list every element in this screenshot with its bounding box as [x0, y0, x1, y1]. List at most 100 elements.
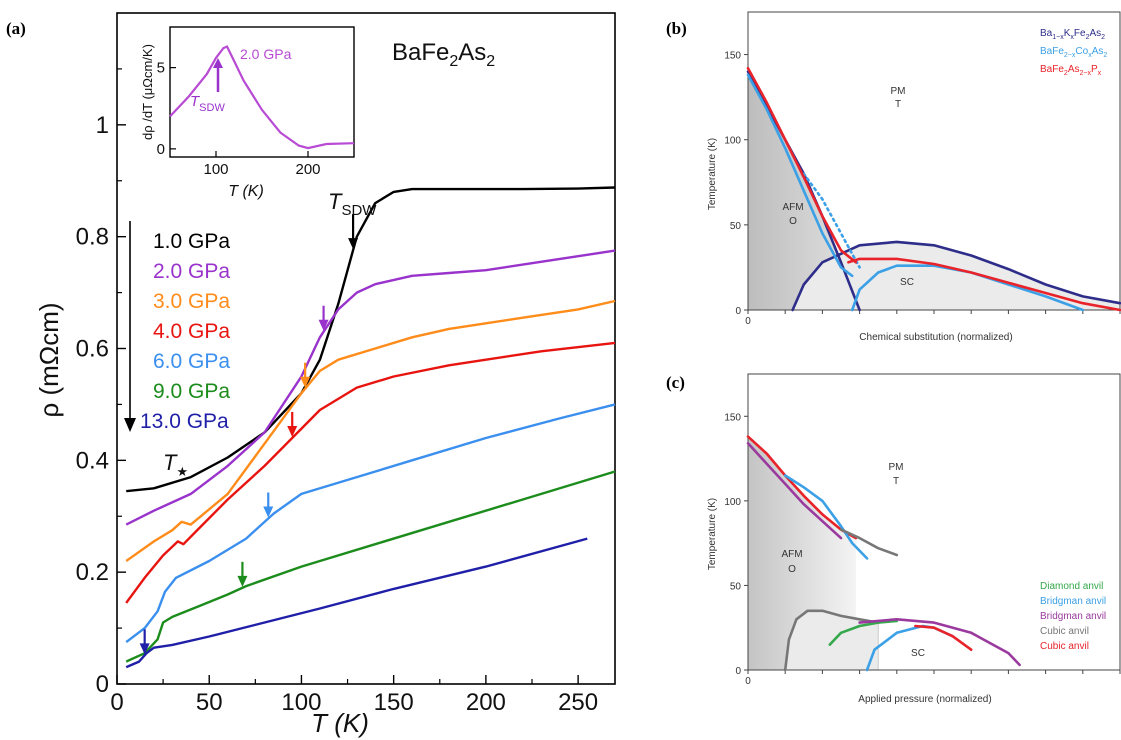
a-ytick-label: 0.6: [76, 336, 109, 363]
resistivity-curve-1-0-gpa: [126, 186, 616, 493]
transition-arrowhead-13-0-gpa: [139, 643, 150, 655]
inset-ytick-label: 5: [157, 60, 165, 77]
a-xtick-label: 250: [558, 689, 598, 716]
phase-line-ba-k-fe-as: [791, 240, 1121, 312]
a-xtick-label: 50: [196, 689, 223, 716]
panel-c: (c) 0 50 100 150 0 Temperature (K) Applied p…: [666, 373, 1121, 705]
panel-b-afm-label: AFM: [782, 202, 803, 213]
transition-arrowhead-3-0-gpa: [300, 376, 311, 388]
legend-diamond-anvil: Diamond anvil: [1040, 581, 1103, 592]
phase-xtick-label: 0: [745, 316, 751, 327]
phase-line-bafe-as-p: [847, 257, 1121, 312]
panel-c-axes: 0 50 100 150 0: [724, 412, 1121, 687]
phase-ytick-label: 0: [735, 306, 741, 317]
panel-b-afm-sub: O: [789, 216, 797, 227]
phase-line-diamond-anvil: [828, 619, 899, 646]
panel-a-series: [125, 186, 616, 669]
phase-line-bafe-as-p: [746, 66, 858, 264]
panel-b-legend: Ba1−xKxFe2As2 BaFe2−xCoxAs2 BaFe2As2−xPx: [1040, 28, 1107, 77]
panel-b-label: (b): [666, 19, 687, 38]
transition-arrowhead-9-0-gpa: [237, 575, 248, 587]
tstar-label: T★: [163, 450, 188, 479]
inset-xlabel: T (K): [228, 183, 264, 200]
panel-c-pm-sub: T: [893, 476, 899, 487]
panel-b-sc-label: SC: [900, 277, 914, 288]
inset-derivative-curve: [169, 45, 355, 150]
legend-bridgman-anvil: Bridgman anvil: [1040, 596, 1106, 607]
inset-tsdw-label: TSDW: [190, 93, 225, 114]
panel-b-ylabel: Temperature (K): [707, 138, 718, 210]
phase-line-bridgman-anvil: [746, 442, 843, 540]
legend-6-0-gpa: 6.0 GPa: [153, 350, 230, 373]
legend-1-0-gpa: 1.0 GPa: [153, 230, 230, 253]
inset-series: [169, 45, 355, 150]
legend-bridgman-anvil: Bridgman anvil: [1040, 611, 1106, 622]
panel-c-phase-fills: [748, 436, 879, 671]
a-xtick-label: 150: [374, 689, 414, 716]
panel-c-label: (c): [666, 373, 685, 392]
panel-b: (b) 0 50 100 150 0 Temperature (K) Chemical …: [666, 11, 1121, 343]
panel-c-legend: Diamond anvil Bridgman anvil Bridgman anvi…: [1040, 581, 1106, 652]
phase-line-bridgman-anvil: [865, 624, 954, 672]
legend-4-0-gpa: 4.0 GPa: [153, 320, 230, 343]
panel-c-xlabel: Applied pressure (normalized): [858, 694, 991, 705]
inset-xtick-label: 100: [203, 161, 228, 178]
phase-ytick-label: 50: [730, 221, 742, 232]
a-xtick-label: 100: [281, 689, 321, 716]
phase-line-cubic-anvil: [783, 609, 880, 672]
phase-ytick-label: 150: [724, 51, 741, 62]
resistivity-curve-4-0-gpa: [125, 341, 616, 604]
phase-xtick-label: 0: [745, 676, 751, 687]
legend-p-substitution: BaFe2As2−xPx: [1040, 64, 1102, 77]
inset-ytick-label: 0: [157, 141, 165, 158]
phase-ytick-label: 100: [724, 136, 741, 147]
inset-ylabel: dρ /dT (μΩcm/K): [140, 44, 155, 140]
phase-line-cubic-anvil: [839, 528, 899, 557]
resistivity-curve-2-0-gpa: [125, 249, 616, 526]
panel-a-label: (a): [6, 19, 26, 38]
transition-arrowhead-1-0-gpa: [348, 238, 359, 250]
panel-b-pm-sub: T: [895, 99, 901, 110]
phase-line-bafe-co-as: [802, 172, 861, 269]
panel-a-ylabel: ρ (mΩcm): [34, 302, 64, 417]
inset-pressure-label: 2.0 GPa: [240, 46, 292, 62]
a-ytick-label: 0.8: [76, 224, 109, 251]
legend-cubic-anvil: Cubic anvil: [1040, 641, 1089, 652]
resistivity-curve-3-0-gpa: [125, 299, 616, 562]
transition-arrowhead-4-0-gpa: [287, 425, 298, 437]
pressure-legend: 1.0 GPa 2.0 GPa 3.0 GPa 4.0 GPa 6.0 GPa 9.0 G…: [140, 230, 230, 433]
a-xtick-label: 200: [466, 689, 506, 716]
panel-c-series: [746, 435, 1021, 672]
resistivity-curve-9-0-gpa: [125, 470, 616, 663]
phase-ytick-label: 0: [735, 666, 741, 677]
inset-tsdw-arrowhead: [213, 58, 223, 68]
a-ytick-label: 0.4: [76, 447, 109, 474]
compound-label: BaFe2As2: [392, 39, 495, 70]
pressure-increase-arrowhead: [124, 418, 136, 432]
panel-c-ylabel: Temperature (K): [707, 498, 718, 570]
panel-b-series: [746, 66, 1121, 312]
inset-frame: [169, 26, 355, 158]
inset-axes: 100 200 0 5: [157, 60, 321, 178]
resistivity-curve-13-0-gpa: [125, 537, 588, 669]
panel-c-pm-label: PM: [889, 462, 904, 473]
legend-co-substitution: BaFe2−xCoxAs2: [1040, 46, 1107, 59]
legend-13-0-gpa: 13.0 GPa: [140, 410, 229, 433]
a-ytick-label: 0: [96, 671, 109, 698]
legend-3-0-gpa: 3.0 GPa: [153, 290, 230, 313]
phase-line-cubic-anvil: [914, 624, 973, 651]
resistivity-curve-6-0-gpa: [125, 403, 616, 644]
legend-k-substitution: Ba1−xKxFe2As2: [1040, 28, 1105, 41]
panel-c-sc-label: SC: [911, 648, 925, 659]
phase-ytick-label: 50: [730, 581, 742, 592]
phase-line-bridgman-anvil: [858, 618, 1021, 667]
a-ytick-label: 0.2: [76, 559, 109, 586]
a-xtick-label: 0: [110, 689, 123, 716]
panel-a-arrows: [139, 214, 359, 655]
phase-line-bafe-co-as: [746, 73, 854, 278]
panel-a-xlabel: T (K): [311, 708, 369, 738]
phase-ytick-label: 100: [724, 497, 741, 508]
transition-arrowhead-6-0-gpa: [263, 506, 274, 518]
